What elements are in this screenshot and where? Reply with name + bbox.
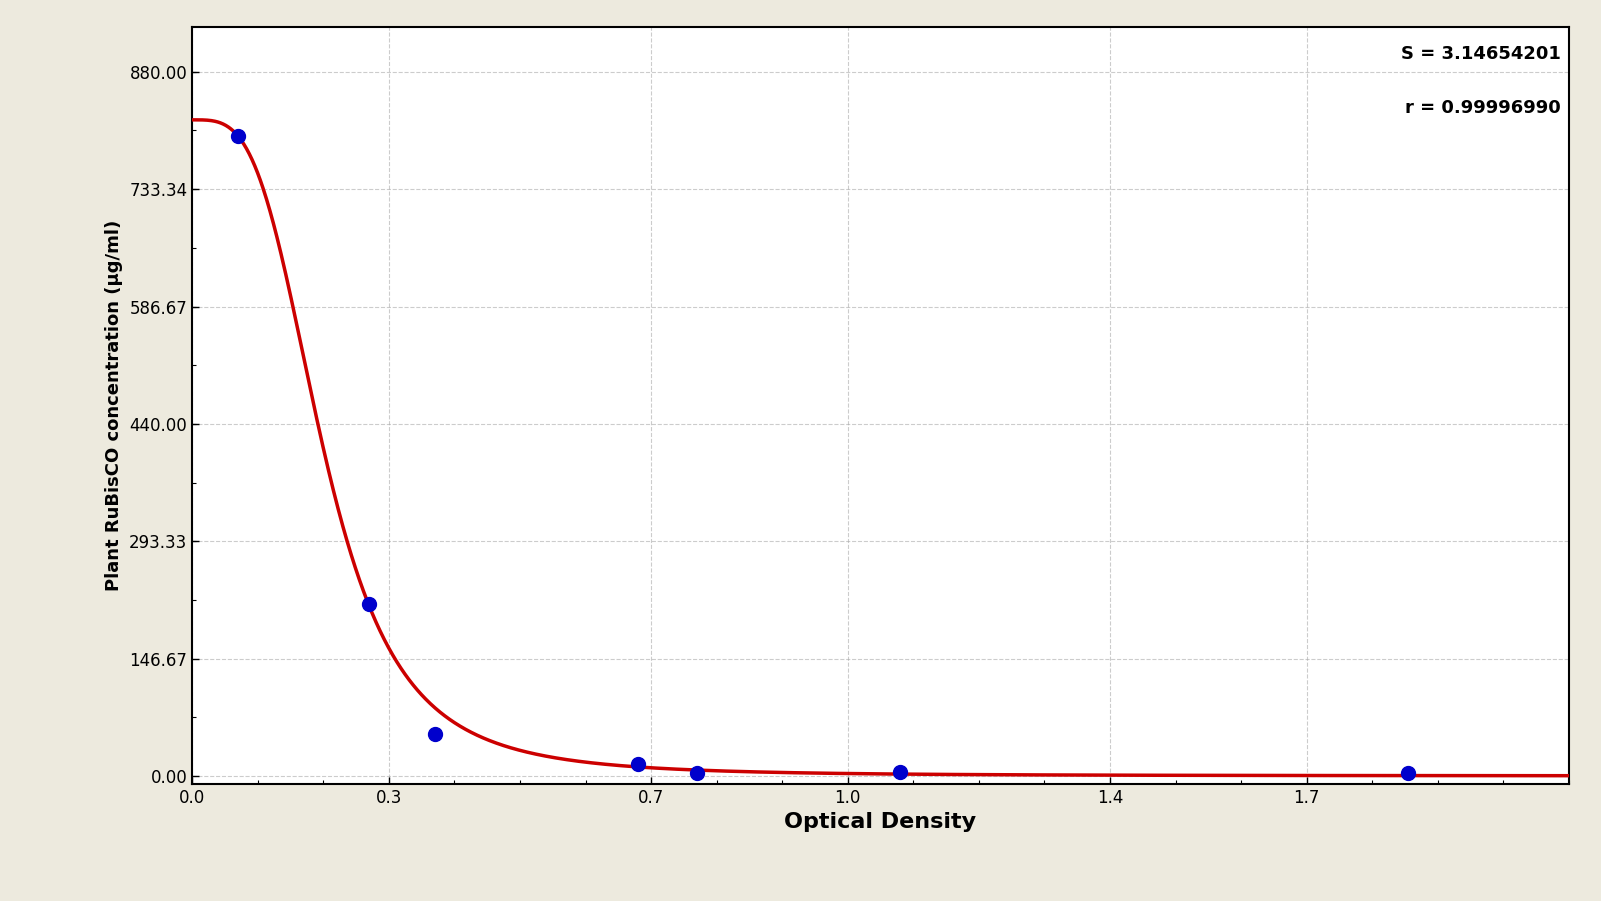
Point — [624, 757, 650, 771]
Text: r = 0.99996990: r = 0.99996990 — [1406, 99, 1561, 117]
Point — [423, 727, 448, 742]
Point — [226, 129, 251, 143]
Point — [1396, 766, 1422, 780]
Y-axis label: Plant RuBisCO concentration (µg/ml): Plant RuBisCO concentration (µg/ml) — [106, 220, 123, 591]
Text: S = 3.14654201: S = 3.14654201 — [1401, 45, 1561, 63]
Point — [684, 766, 709, 780]
X-axis label: Optical Density: Optical Density — [784, 813, 977, 833]
Point — [887, 765, 913, 779]
Point — [357, 596, 383, 611]
